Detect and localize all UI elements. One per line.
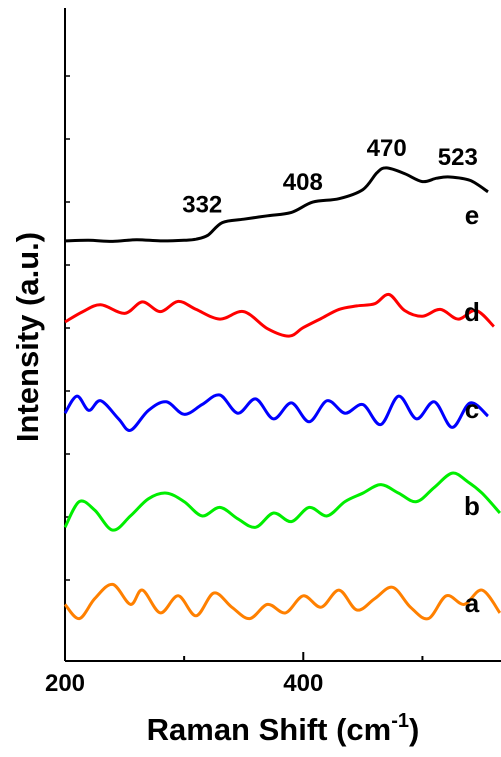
x-tick-label: 200 [45,670,85,697]
series-line-e [64,166,489,243]
x-axis-label-sup: -1 [391,710,409,732]
series-line-d [64,292,495,338]
y-minor-ticks [65,75,70,581]
series-label-e: e [465,200,479,230]
x-tick-label: 400 [283,670,323,697]
x-axis-label-tail: ) [409,712,419,747]
series-letters: e d c b a [464,200,480,618]
x-axis-label-main: Raman Shift (cm [147,712,392,747]
y-axis-label: Intensity (a.u.) [10,232,45,442]
peak-annotations: 332408470523629683708 [182,135,478,219]
series-line-a [63,582,501,621]
series-line-b [63,471,501,532]
peak-label: 332 [182,192,222,219]
series-line-c [63,393,490,432]
x-ticks: 200400600800 [45,652,424,697]
series-label-d: d [464,297,480,327]
series-label-a: a [465,588,480,618]
series-label-b: b [464,491,480,521]
peak-label: 523 [438,144,478,171]
series-layer [63,166,501,621]
series-label-c: c [465,394,479,424]
peak-label: 408 [283,169,323,196]
peak-label: 470 [367,135,407,162]
x-axis-label: Raman Shift (cm-1) [147,710,420,747]
